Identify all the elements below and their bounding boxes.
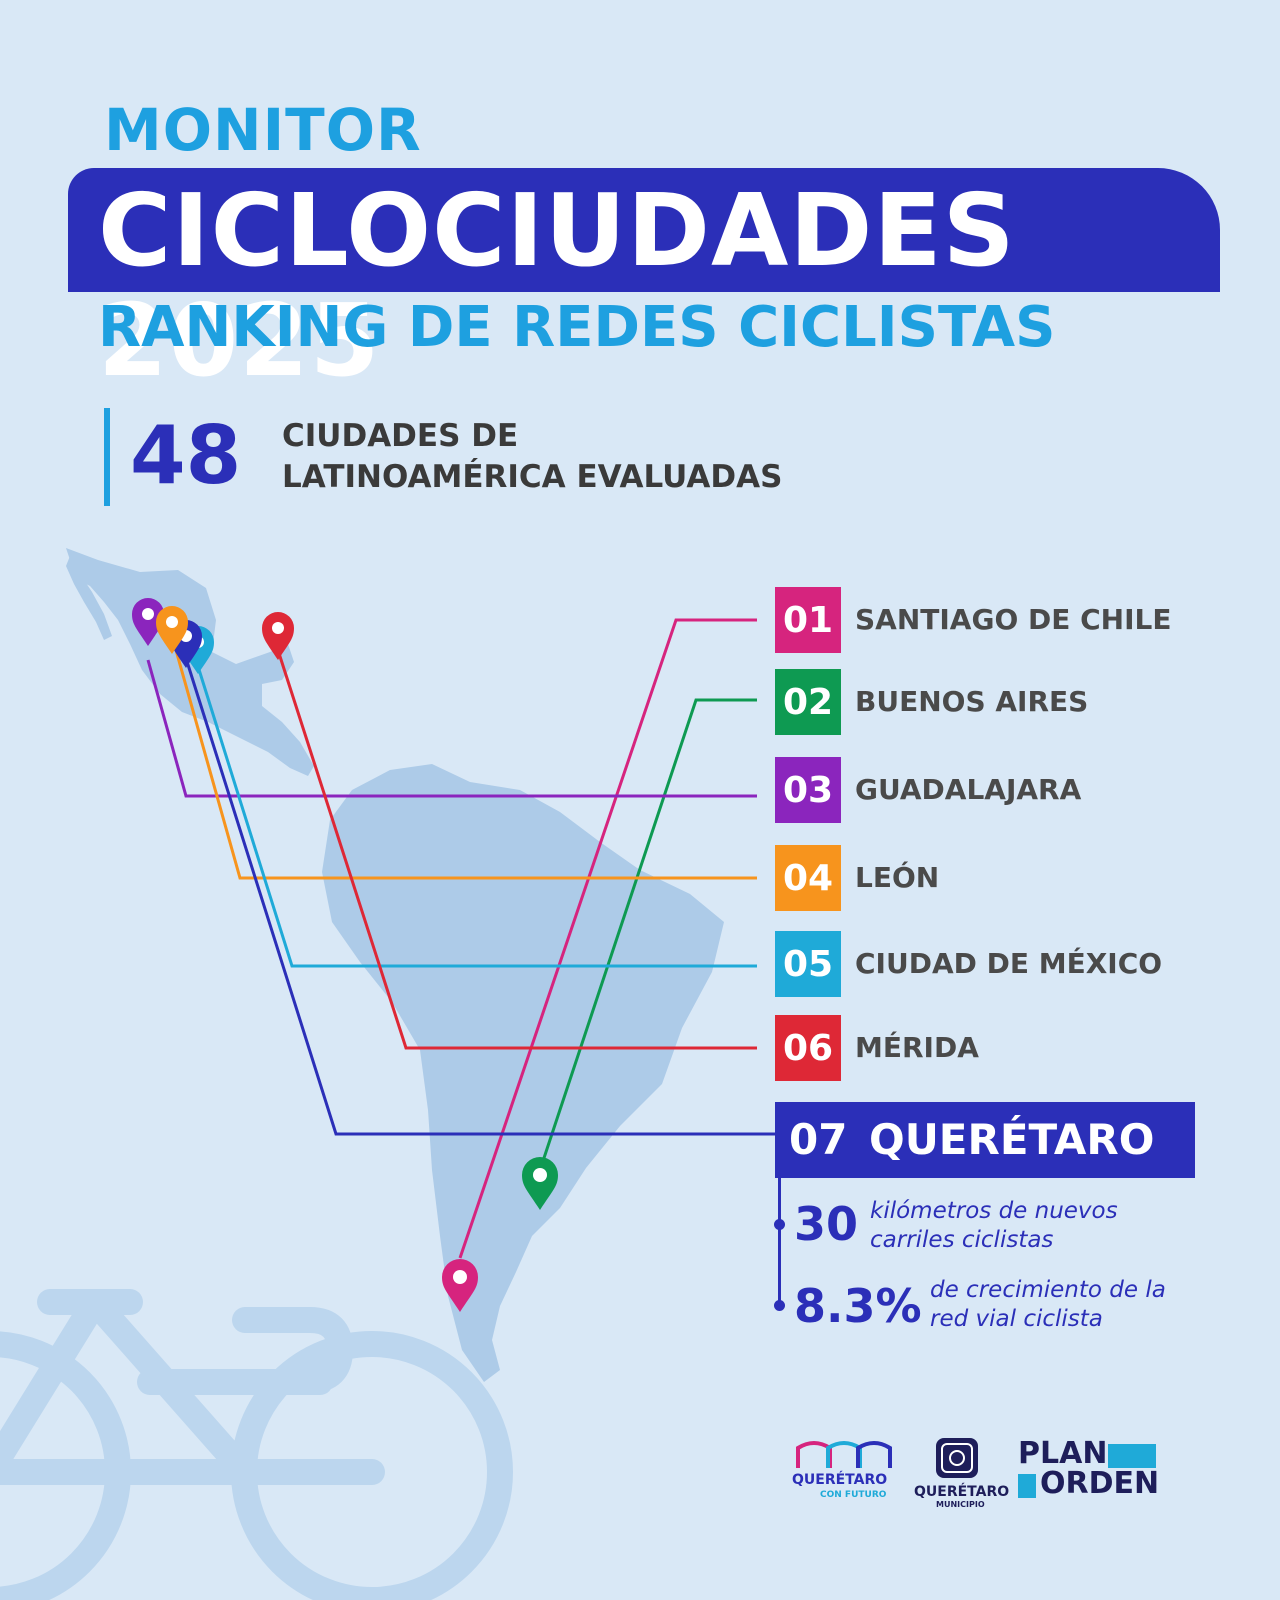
bicycle-icon [0, 1289, 513, 1600]
fact-description: kilómetros de nuevos carriles ciclistas [870, 1197, 1118, 1255]
fact-bullet [774, 1300, 785, 1311]
rank-city: SANTIAGO DE CHILE [855, 603, 1172, 636]
queretaro-rank: 07 [789, 1115, 848, 1164]
baja-shape [66, 556, 112, 640]
connector-cdmx [194, 659, 757, 968]
stat-number: 48 [130, 409, 242, 502]
connector-leon [170, 635, 757, 880]
rank-badge: 05 [775, 931, 841, 997]
rank-city: LEÓN [855, 861, 940, 894]
queretaro-highlight: 07 QUERÉTARO [775, 1102, 1195, 1178]
connector-guadalajara [146, 659, 757, 798]
fact-number: 30 [794, 1197, 859, 1251]
rank-city: BUENOS AIRES [855, 685, 1089, 718]
coat-of-arms-icon [936, 1438, 978, 1478]
stat-accent-bar [104, 408, 110, 506]
fact-description: de crecimiento de la red vial ciclista [930, 1276, 1166, 1334]
rank-city: GUADALAJARA [855, 773, 1082, 806]
queretaro-city: QUERÉTARO [869, 1115, 1155, 1164]
rank-badge: 06 [775, 1015, 841, 1081]
rank-badge: 02 [775, 669, 841, 735]
connector-queretaro [182, 651, 775, 1136]
logo-plan-orden: PLAN ORDEN [1018, 1438, 1168, 1502]
pin-icon-leon [156, 606, 188, 654]
fact-number: 8.3% [794, 1279, 922, 1333]
pre-title: MONITOR [104, 96, 422, 164]
fact-line-1: de crecimiento de la [930, 1277, 1166, 1303]
map-pins [132, 598, 558, 1312]
logo-text: QUERÉTARO [914, 1484, 1010, 1500]
stat-description: CIUDADES DE LATINOAMÉRICA EVALUADAS [282, 416, 782, 498]
logo-text: QUERÉTARO [792, 1472, 888, 1488]
arches-icon [796, 1441, 892, 1468]
rank-badge: 01 [775, 587, 841, 653]
pin-icon-santiago [442, 1259, 478, 1312]
logo-subtext: CON FUTURO [820, 1490, 887, 1500]
pin-icon-merida [262, 612, 294, 660]
connector-lines [146, 618, 775, 1259]
page-title: CICLOCIUDADES 2025 [98, 172, 1016, 399]
queretaro-facts-line [778, 1178, 781, 1310]
connector-buenos-aires [538, 698, 757, 1171]
fact-bullet [774, 1219, 785, 1230]
pin-icon-guadalajara [132, 598, 164, 646]
logo-block [1108, 1444, 1156, 1468]
logo-text: PLAN [1018, 1436, 1108, 1471]
stat-line-1: CIUDADES DE [282, 418, 519, 454]
fact-line-1: kilómetros de nuevos [870, 1198, 1118, 1224]
rank-city: MÉRIDA [855, 1031, 979, 1064]
logo-block [1018, 1474, 1036, 1498]
rank-badge: 03 [775, 757, 841, 823]
logo-queretaro-futuro: QUERÉTARO CON FUTURO [790, 1440, 900, 1510]
fact-line-2: carriles ciclistas [870, 1227, 1054, 1253]
stat-line-2: LATINOAMÉRICA EVALUADAS [282, 459, 783, 495]
rank-city: CIUDAD DE MÉXICO [855, 947, 1163, 980]
logo-subtext: MUNICIPIO [936, 1500, 985, 1509]
connector-santiago [458, 618, 757, 1259]
logo-text: ORDEN [1040, 1466, 1160, 1501]
fact-line-2: red vial ciclista [930, 1306, 1103, 1332]
title-banner [68, 168, 1220, 292]
rank-badge: 04 [775, 845, 841, 911]
page-subtitle: RANKING DE REDES CICLISTAS [98, 295, 1056, 360]
connector-merida [274, 643, 757, 1050]
logo-municipio: QUERÉTARO MUNICIPIO [912, 1436, 1009, 1516]
pin-icon-buenos-aires [522, 1157, 558, 1210]
